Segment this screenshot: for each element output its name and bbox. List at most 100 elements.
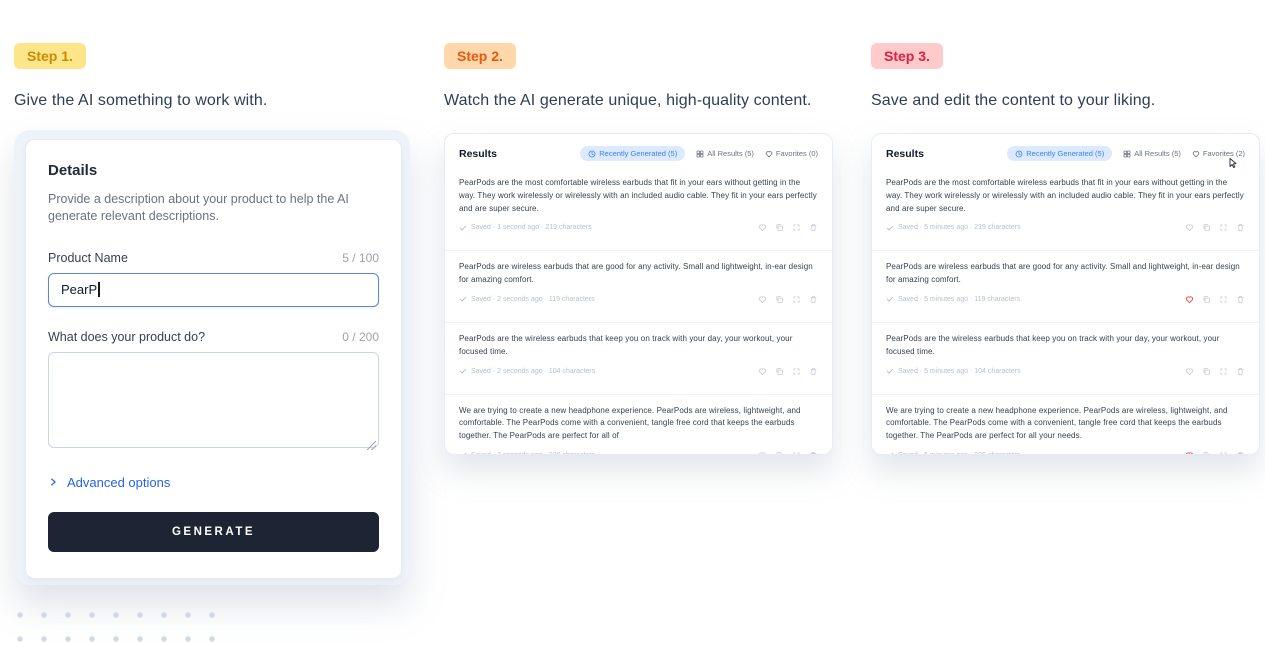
- heart-icon: [1192, 150, 1200, 158]
- check-icon: [886, 224, 894, 232]
- delete-icon[interactable]: [809, 223, 818, 232]
- results-tabs: Recently Generated (5) All Results (5) F…: [580, 146, 818, 161]
- tab-label: Favorites (2): [1202, 149, 1245, 158]
- copy-icon[interactable]: [1202, 451, 1211, 455]
- result-item: We are trying to create a new headphone …: [872, 393, 1259, 455]
- copy-icon[interactable]: [775, 451, 784, 455]
- check-icon: [886, 295, 894, 303]
- heart-icon[interactable]: [1185, 223, 1194, 232]
- delete-icon[interactable]: [809, 367, 818, 376]
- tab-label: All Results (5): [707, 149, 754, 158]
- heart-icon[interactable]: [1185, 367, 1194, 376]
- clock-icon: [1015, 150, 1023, 158]
- results-panel-step3: Results Recently Generated (5) All Resul…: [871, 133, 1260, 455]
- copy-icon[interactable]: [775, 223, 784, 232]
- result-item: PearPods are the wireless earbuds that k…: [445, 321, 832, 385]
- result-meta: Saved · 5 minutes ago · 219 characters: [898, 224, 1021, 232]
- result-text: PearPods are the wireless earbuds that k…: [459, 333, 793, 356]
- expand-icon[interactable]: [1219, 295, 1228, 304]
- result-meta: Saved · 1 second ago · 219 characters: [471, 224, 592, 232]
- delete-icon[interactable]: [809, 451, 818, 455]
- advanced-options-link[interactable]: Advanced options: [48, 475, 170, 490]
- result-text: We are trying to create a new headphone …: [886, 405, 1228, 441]
- details-card-outer: Details Provide a description about your…: [14, 130, 410, 585]
- result-item: PearPods are wireless earbuds that are g…: [445, 250, 832, 313]
- product-name-input[interactable]: PearP: [48, 272, 379, 307]
- delete-icon[interactable]: [1236, 223, 1245, 232]
- product-desc-textarea[interactable]: [48, 351, 379, 448]
- resize-handle-icon[interactable]: [367, 440, 376, 450]
- results-panel-step2: Results Recently Generated (5) All Resul…: [444, 133, 833, 455]
- result-item: PearPods are the wireless earbuds that k…: [872, 321, 1259, 385]
- check-icon: [459, 224, 467, 232]
- result-meta: Saved · 2 seconds ago · 119 characters: [471, 295, 595, 303]
- step-1-badge: Step 1.: [14, 43, 86, 69]
- expand-icon[interactable]: [792, 223, 801, 232]
- heart-icon: [765, 150, 773, 158]
- copy-icon[interactable]: [775, 295, 784, 304]
- result-item: PearPods are wireless earbuds that are g…: [872, 250, 1259, 313]
- tab-label: Recently Generated (5): [599, 149, 678, 158]
- results-title: Results: [886, 147, 924, 160]
- expand-icon[interactable]: [1219, 223, 1228, 232]
- tab-label: Recently Generated (5): [1026, 149, 1105, 158]
- delete-icon[interactable]: [1236, 295, 1245, 304]
- delete-icon[interactable]: [1236, 451, 1245, 455]
- expand-icon[interactable]: [792, 295, 801, 304]
- heart-icon[interactable]: [1185, 295, 1194, 304]
- result-text: PearPods are wireless earbuds that are g…: [886, 262, 1240, 285]
- step-1-heading: Give the AI something to work with.: [14, 92, 268, 109]
- copy-icon[interactable]: [1202, 223, 1211, 232]
- result-meta: Saved · 2 seconds ago · 104 characters: [471, 367, 596, 375]
- product-name-counter: 5 / 100: [342, 250, 379, 265]
- chevron-right-icon: [48, 477, 58, 487]
- tab-recently-generated[interactable]: Recently Generated (5): [1007, 146, 1113, 161]
- clock-icon: [588, 150, 596, 158]
- expand-icon[interactable]: [1219, 367, 1228, 376]
- heart-icon[interactable]: [1185, 451, 1194, 455]
- decorative-dot-grid: [8, 601, 224, 645]
- delete-icon[interactable]: [809, 295, 818, 304]
- cursor-icon: [1227, 156, 1239, 170]
- tab-favorites[interactable]: Favorites (2): [1192, 149, 1245, 158]
- results-tabs: Recently Generated (5) All Results (5) F…: [1007, 146, 1245, 161]
- delete-icon[interactable]: [1236, 367, 1245, 376]
- step-2-badge: Step 2.: [444, 43, 516, 69]
- details-card: Details Provide a description about your…: [25, 139, 402, 579]
- step-1-column: Step 1. Give the AI something to work wi…: [14, 43, 410, 585]
- result-text: PearPods are the most comfortable wirele…: [886, 178, 1244, 213]
- heart-icon[interactable]: [758, 223, 767, 232]
- copy-icon[interactable]: [1202, 295, 1211, 304]
- results-title: Results: [459, 147, 497, 160]
- step-3-badge: Step 3.: [871, 43, 943, 69]
- heart-icon[interactable]: [758, 295, 767, 304]
- result-meta: Saved · 5 minutes ago · 236 characters: [898, 452, 1021, 454]
- text-caret: [98, 282, 100, 297]
- advanced-options-label: Advanced options: [67, 474, 171, 490]
- result-text: PearPods are the most comfortable wirele…: [459, 178, 817, 213]
- step-2-heading: Watch the AI generate unique, high-quali…: [444, 92, 812, 109]
- expand-icon[interactable]: [1219, 451, 1228, 455]
- expand-icon[interactable]: [792, 367, 801, 376]
- result-item: PearPods are the most comfortable wirele…: [445, 167, 832, 241]
- generate-button[interactable]: GENERATE: [48, 511, 379, 552]
- check-icon: [459, 451, 467, 455]
- tab-all-results[interactable]: All Results (5): [696, 149, 754, 158]
- tab-favorites[interactable]: Favorites (0): [765, 149, 818, 158]
- heart-icon[interactable]: [758, 451, 767, 455]
- check-icon: [459, 295, 467, 303]
- result-meta: Saved · 5 minutes ago · 119 characters: [898, 295, 1021, 303]
- expand-icon[interactable]: [792, 451, 801, 455]
- copy-icon[interactable]: [1202, 367, 1211, 376]
- product-desc-counter: 0 / 200: [342, 329, 379, 344]
- result-text: PearPods are the wireless earbuds that k…: [886, 333, 1220, 356]
- copy-icon[interactable]: [775, 367, 784, 376]
- result-meta: Saved · 5 minutes ago · 104 characters: [898, 367, 1021, 375]
- tab-all-results[interactable]: All Results (5): [1123, 149, 1181, 158]
- tab-recently-generated[interactable]: Recently Generated (5): [580, 146, 686, 161]
- tab-label: All Results (5): [1134, 149, 1181, 158]
- heart-icon[interactable]: [758, 367, 767, 376]
- grid-icon: [1123, 150, 1131, 158]
- check-icon: [459, 367, 467, 375]
- result-item: PearPods are the most comfortable wirele…: [872, 167, 1259, 241]
